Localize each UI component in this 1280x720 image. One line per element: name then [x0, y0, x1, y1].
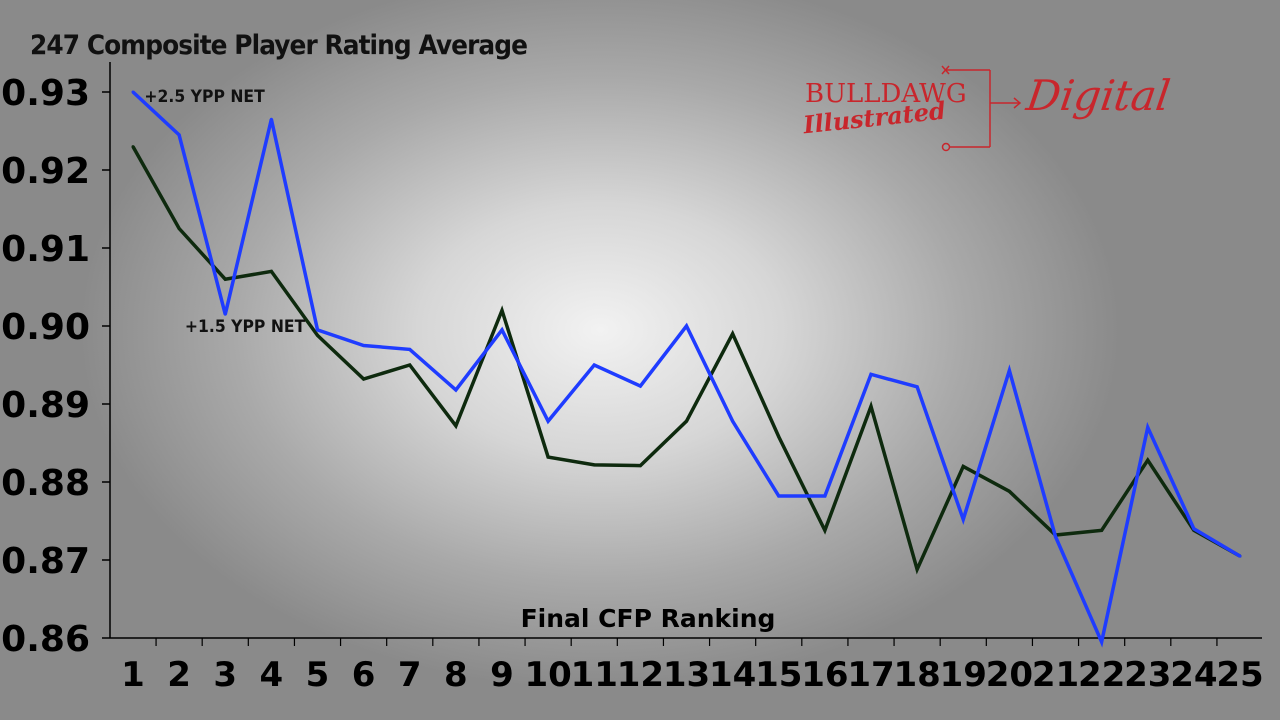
- data-point: [316, 333, 319, 337]
- data-point: [223, 277, 227, 281]
- data-point: [177, 227, 181, 230]
- series-line-ypp-1-5: [131, 145, 1241, 575]
- chart-axes: [102, 62, 1262, 646]
- x-tick-label: 16: [801, 655, 848, 695]
- data-point: [362, 344, 366, 347]
- y-tick-label: 0.88: [1, 463, 90, 504]
- x-tick-label: 25: [1216, 655, 1263, 695]
- x-tick-label: 14: [709, 655, 756, 695]
- data-point: [638, 464, 642, 468]
- data-point: [731, 332, 735, 336]
- x-tick-label: 13: [663, 655, 710, 695]
- data-point: [546, 419, 550, 423]
- data-point: [869, 372, 873, 376]
- logo-bulldawg-text: BULLDAWG: [805, 79, 967, 109]
- series-line-ypp-2-5: [131, 90, 1241, 648]
- data-point: [1146, 458, 1150, 462]
- x-tick-label: 3: [213, 655, 237, 695]
- x-tick-label: 9: [490, 655, 514, 695]
- data-point: [961, 464, 965, 468]
- x-tick-label: 19: [940, 655, 987, 695]
- data-point: [823, 494, 827, 498]
- data-point: [961, 517, 965, 521]
- y-tick-label: 0.93: [1, 73, 90, 114]
- x-tick-label: 1: [121, 655, 145, 695]
- x-tick-label: 6: [352, 655, 376, 695]
- data-point: [685, 419, 688, 423]
- data-point: [592, 363, 596, 367]
- data-point: [269, 117, 273, 121]
- data-point: [316, 328, 319, 332]
- series-labels: +2.5 YPP NET +1.5 YPP NET: [144, 86, 306, 336]
- y-tick-label: 0.92: [1, 151, 90, 192]
- logo-connector-icon: [941, 65, 1022, 152]
- data-point: [1054, 535, 1057, 539]
- data-point: [685, 324, 688, 328]
- logo-digital-text: Digital: [1023, 71, 1174, 120]
- y-tick-labels: 0.86 0.87 0.88 0.89 0.90 0.91 0.92 0.93: [1, 73, 90, 660]
- data-point: [454, 388, 458, 392]
- x-tick-label: 2: [167, 655, 191, 695]
- y-tick-label: 0.91: [1, 229, 90, 270]
- data-point: [408, 363, 412, 367]
- x-tick-label: 11: [571, 655, 618, 695]
- data-point: [869, 404, 873, 408]
- data-point: [1007, 489, 1011, 493]
- x-tick-label: 7: [398, 655, 422, 695]
- x-tick-label: 17: [847, 655, 894, 695]
- x-tick-label: 18: [893, 655, 940, 695]
- data-point: [1192, 527, 1196, 531]
- data-point: [777, 435, 781, 439]
- data-point: [1100, 640, 1104, 644]
- y-tick-label: 0.86: [1, 619, 90, 660]
- x-tick-label: 15: [755, 655, 802, 695]
- data-point: [915, 567, 919, 571]
- chart-title: 247 Composite Player Rating Average: [30, 30, 528, 61]
- data-point: [823, 528, 827, 532]
- x-tick-labels: 1 2 3 4 5 6 7 8 9 1011121314151617181920212223242…: [121, 655, 1264, 695]
- data-point: [500, 308, 504, 312]
- x-axis-title: Final CFP Ranking: [521, 604, 776, 633]
- x-tick-label: 21: [1032, 655, 1079, 695]
- data-point: [177, 133, 181, 137]
- data-point: [454, 424, 458, 428]
- x-tick-label: 10: [524, 655, 571, 695]
- y-tick-label: 0.89: [1, 385, 90, 426]
- data-point: [1238, 554, 1242, 558]
- data-point: [731, 419, 735, 423]
- x-tick-label: 24: [1170, 655, 1217, 695]
- x-tick-label: 4: [260, 655, 284, 695]
- x-tick-label: 8: [444, 655, 468, 695]
- data-point: [915, 385, 919, 389]
- data-point: [408, 347, 412, 351]
- data-point: [1146, 425, 1150, 429]
- data-point: [777, 494, 781, 498]
- data-point: [269, 269, 273, 273]
- y-tick-label: 0.87: [1, 541, 90, 582]
- data-point: [592, 463, 596, 467]
- series-label-ypp-1-5: +1.5 YPP NET: [185, 316, 306, 336]
- x-tick-label: 22: [1078, 655, 1125, 695]
- data-point: [1007, 368, 1011, 372]
- series-lines: [131, 90, 1242, 648]
- x-tick-label: 12: [617, 655, 664, 695]
- data-point: [638, 384, 642, 388]
- data-point: [223, 312, 227, 316]
- data-point: [546, 455, 550, 459]
- data-point: [1100, 528, 1104, 532]
- data-point: [500, 328, 504, 332]
- data-point: [362, 377, 366, 381]
- x-tick-label: 20: [986, 655, 1033, 695]
- data-point: [131, 90, 135, 94]
- x-tick-label: 23: [1124, 655, 1171, 695]
- series-label-ypp-2-5: +2.5 YPP NET: [144, 86, 265, 106]
- x-tick-label: 5: [306, 655, 330, 695]
- data-point: [131, 145, 135, 149]
- bulldawg-digital-logo: BULLDAWG Illustrated Digital: [795, 65, 1175, 155]
- y-tick-label: 0.90: [1, 307, 90, 348]
